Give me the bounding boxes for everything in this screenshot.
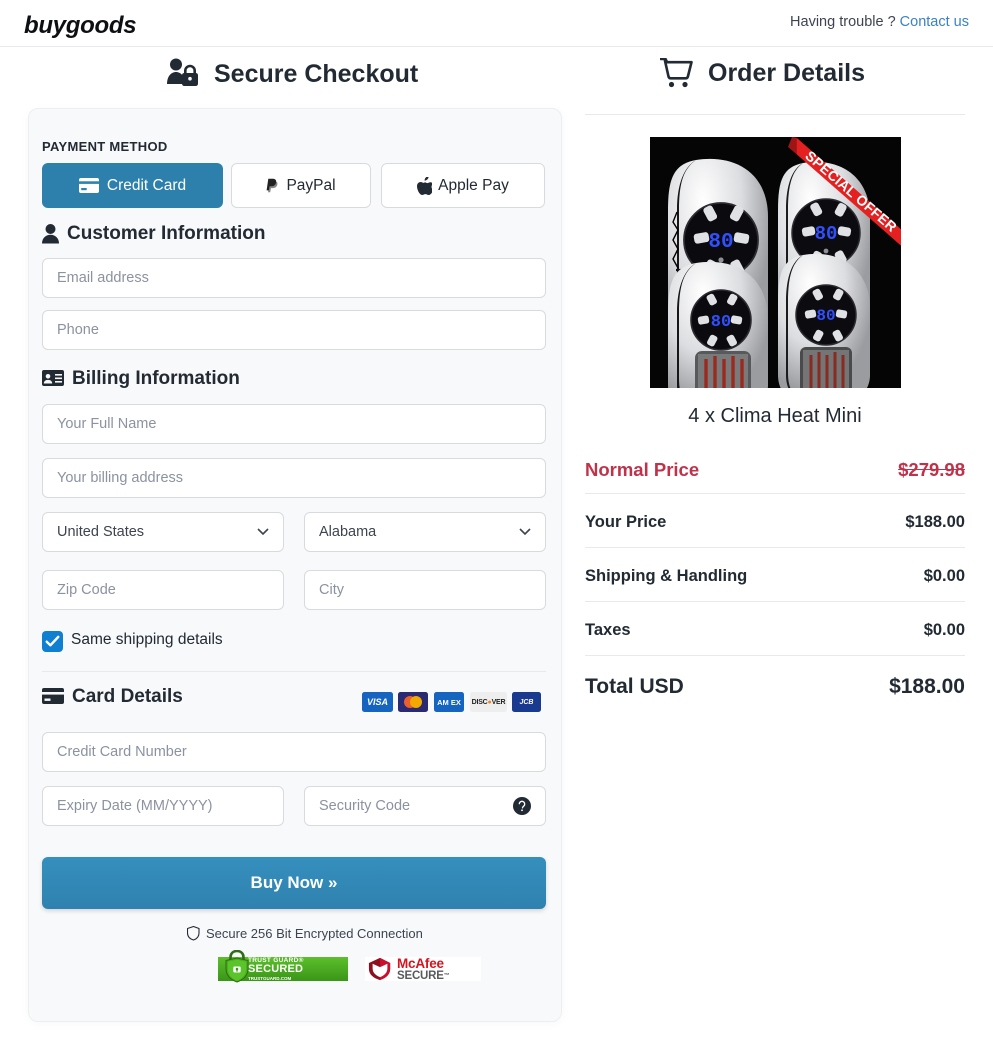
svg-text:80: 80 [815,223,838,245]
svg-text:80: 80 [708,231,733,254]
svg-text:80: 80 [816,307,835,325]
svg-text:80: 80 [711,313,731,332]
